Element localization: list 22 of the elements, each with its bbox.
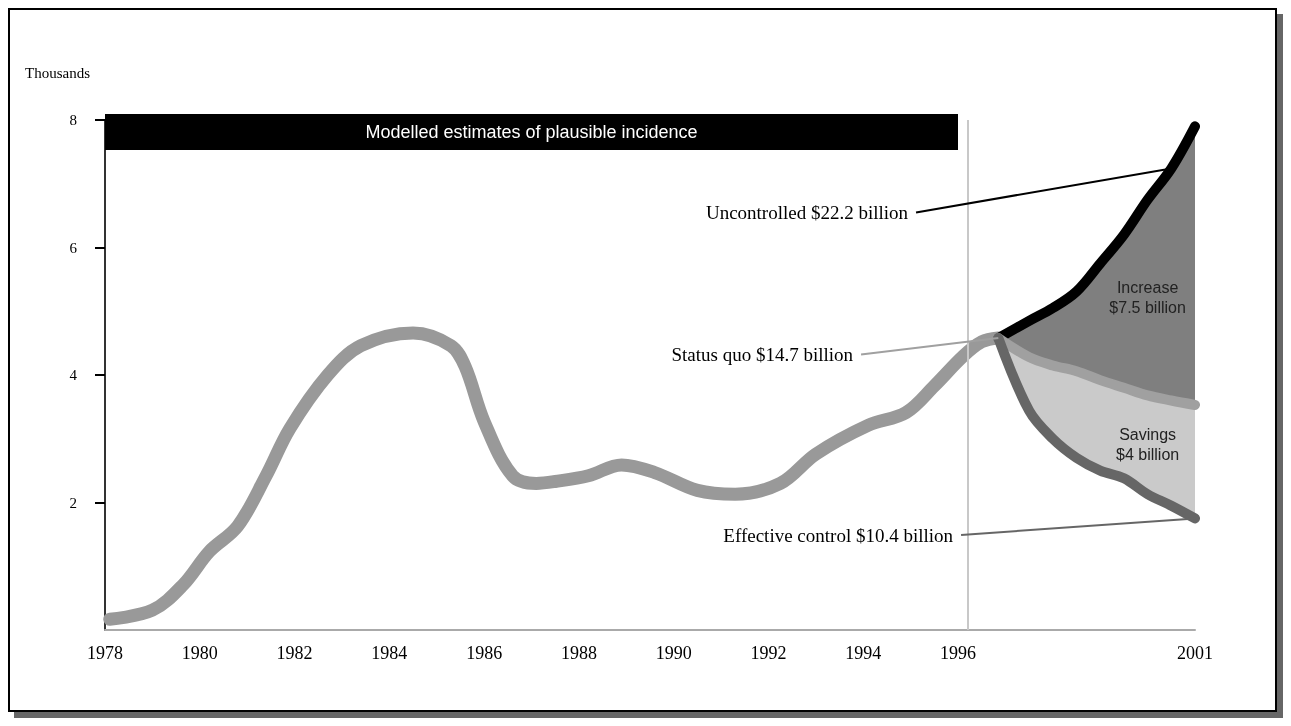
x-tick-label: 1980 <box>181 643 218 663</box>
y-tick-label: 2 <box>69 494 77 511</box>
x-tick-label: 1996 <box>940 643 977 663</box>
y-axis-title: Thousands <box>25 64 91 81</box>
x-tick-label: 1992 <box>750 643 787 663</box>
banner: Modelled estimates of plausible incidence <box>105 114 959 150</box>
y-tick-label: 6 <box>69 239 78 256</box>
x-tick-label: 1978 <box>87 643 123 663</box>
y-tick-label: 4 <box>69 367 78 383</box>
x-tick-label: 1982 <box>276 643 313 663</box>
annotation: Increase $7.5 billion <box>1109 279 1186 317</box>
x-tick-label: 1984 <box>371 643 408 663</box>
text: Uncontrolled $22.2 billion <box>705 201 909 223</box>
x-tick-label: 2001 <box>1177 643 1213 663</box>
annotation: Savings $4 billion <box>1116 426 1180 464</box>
x-tick-label: 1990 <box>655 643 692 663</box>
y-tick-label: 8 <box>69 112 77 128</box>
text: Effective control $10.4 billion <box>723 524 954 546</box>
x-tick-label: 1988 <box>560 643 597 663</box>
x-tick-label: 1994 <box>845 643 882 663</box>
x-tick-label: 1986 <box>466 643 503 663</box>
text: Status quo $14.7 billion <box>671 344 854 366</box>
